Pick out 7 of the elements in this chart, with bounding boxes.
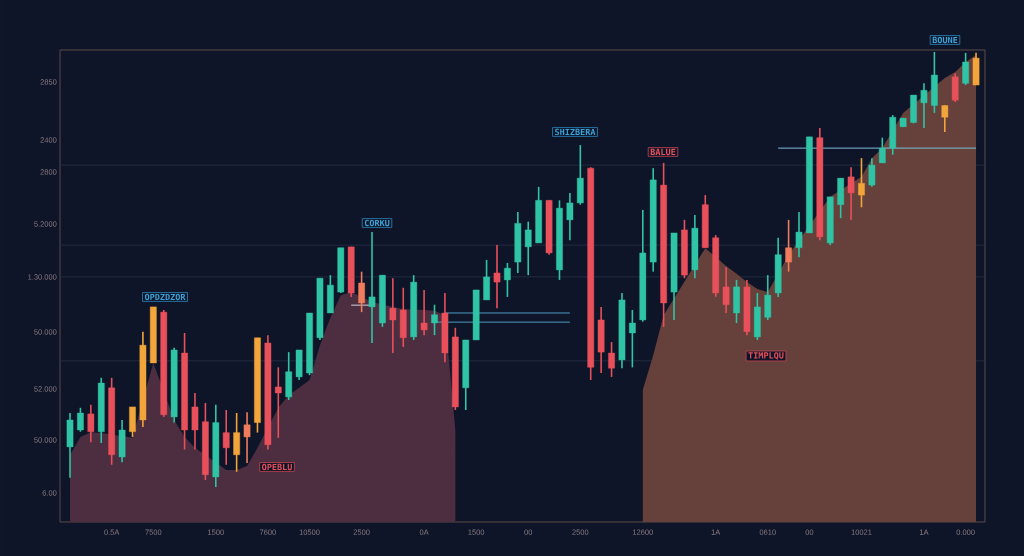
annotation: OPEBLU [262,463,292,471]
text: BOUNE [932,36,958,44]
annotation: CORKU [364,219,390,227]
annotation: TIMPLQU [748,352,784,360]
annotation: BALUE [650,148,676,156]
annotation: OPDZDZOR [144,293,186,301]
annotation: SHIZBERA [555,128,596,136]
